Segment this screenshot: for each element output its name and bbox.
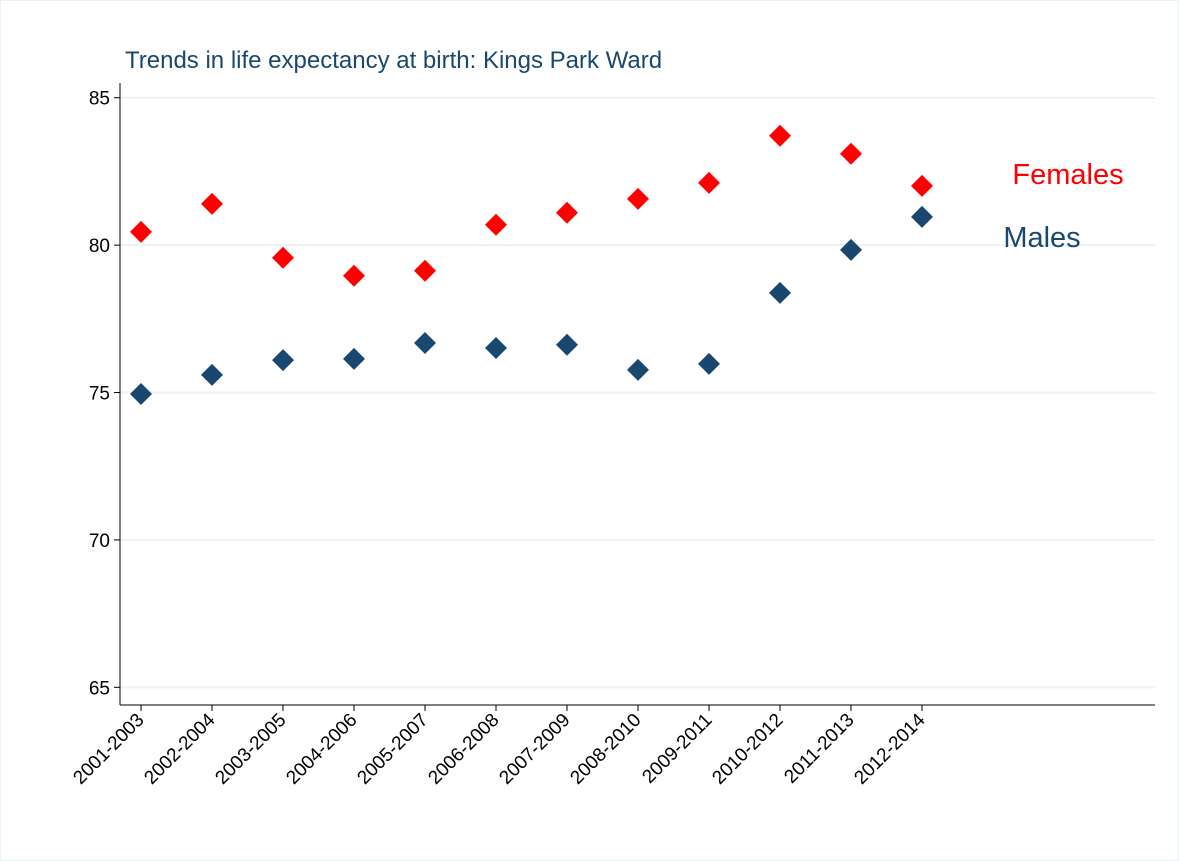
series-label: Females [1012,159,1123,191]
point [698,171,720,194]
point [272,246,294,269]
point [485,213,507,236]
y-tick-label: 65 [89,678,110,699]
point [769,281,791,304]
y-tick-label: 70 [89,531,110,552]
point [414,332,436,355]
point [201,363,223,386]
point [840,142,862,165]
point [130,383,152,405]
point [769,124,791,147]
point [627,358,649,381]
point [840,238,862,261]
point [698,352,720,375]
point [627,187,649,210]
y-tick-label: 85 [89,89,110,110]
point [201,192,223,215]
point [343,264,365,287]
point [556,333,578,356]
point [485,337,507,360]
point [130,220,152,243]
point [272,349,294,372]
point [556,201,578,224]
point [343,347,365,370]
point [414,259,436,282]
y-tick-label: 80 [89,236,110,257]
chart-title: Trends in life expectancy at birth: King… [125,47,662,74]
point [911,174,933,197]
y-tick-label: 75 [89,384,110,405]
point [911,205,933,228]
series-label: Males [1003,222,1080,254]
